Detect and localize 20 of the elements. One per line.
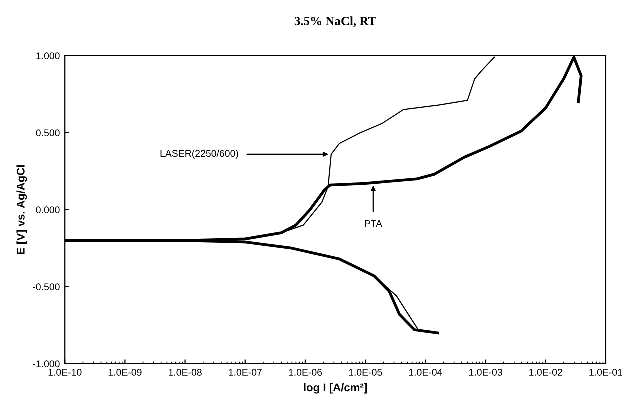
y-tick-label: 0.000 xyxy=(36,206,60,214)
x-tick-label: 1.0E-09 xyxy=(108,369,142,376)
x-tick-label: 1.0E-08 xyxy=(169,369,202,376)
x-tick-label: 1.0E-07 xyxy=(229,369,262,376)
x-tick-label: 1.0E-05 xyxy=(349,369,382,376)
x-tick-label: 1.0E-03 xyxy=(469,369,502,376)
annotation: PTA xyxy=(365,220,382,228)
x-axis-title: log I [A/cm²] xyxy=(304,383,368,394)
y-tick-label: -1.000 xyxy=(33,360,60,368)
x-tick-label: 1.0E-10 xyxy=(48,369,82,376)
chart-title: 3.5% NaCl, RT xyxy=(294,16,376,28)
x-tick-label: 1.0E-01 xyxy=(590,369,623,376)
y-tick-label: 0.500 xyxy=(36,130,60,137)
y-axis-title: E [V] vs. Ag/AgCl xyxy=(16,166,28,254)
annotation: LASER(2250/600) xyxy=(160,150,238,159)
x-tick-label: 1.0E-02 xyxy=(530,369,562,376)
y-tick-label: 1.000 xyxy=(36,52,60,60)
x-tick-label: 1.0E-04 xyxy=(409,369,442,376)
x-tick-label: 1.0E-06 xyxy=(289,369,322,376)
y-tick-label: -0.500 xyxy=(33,284,60,291)
